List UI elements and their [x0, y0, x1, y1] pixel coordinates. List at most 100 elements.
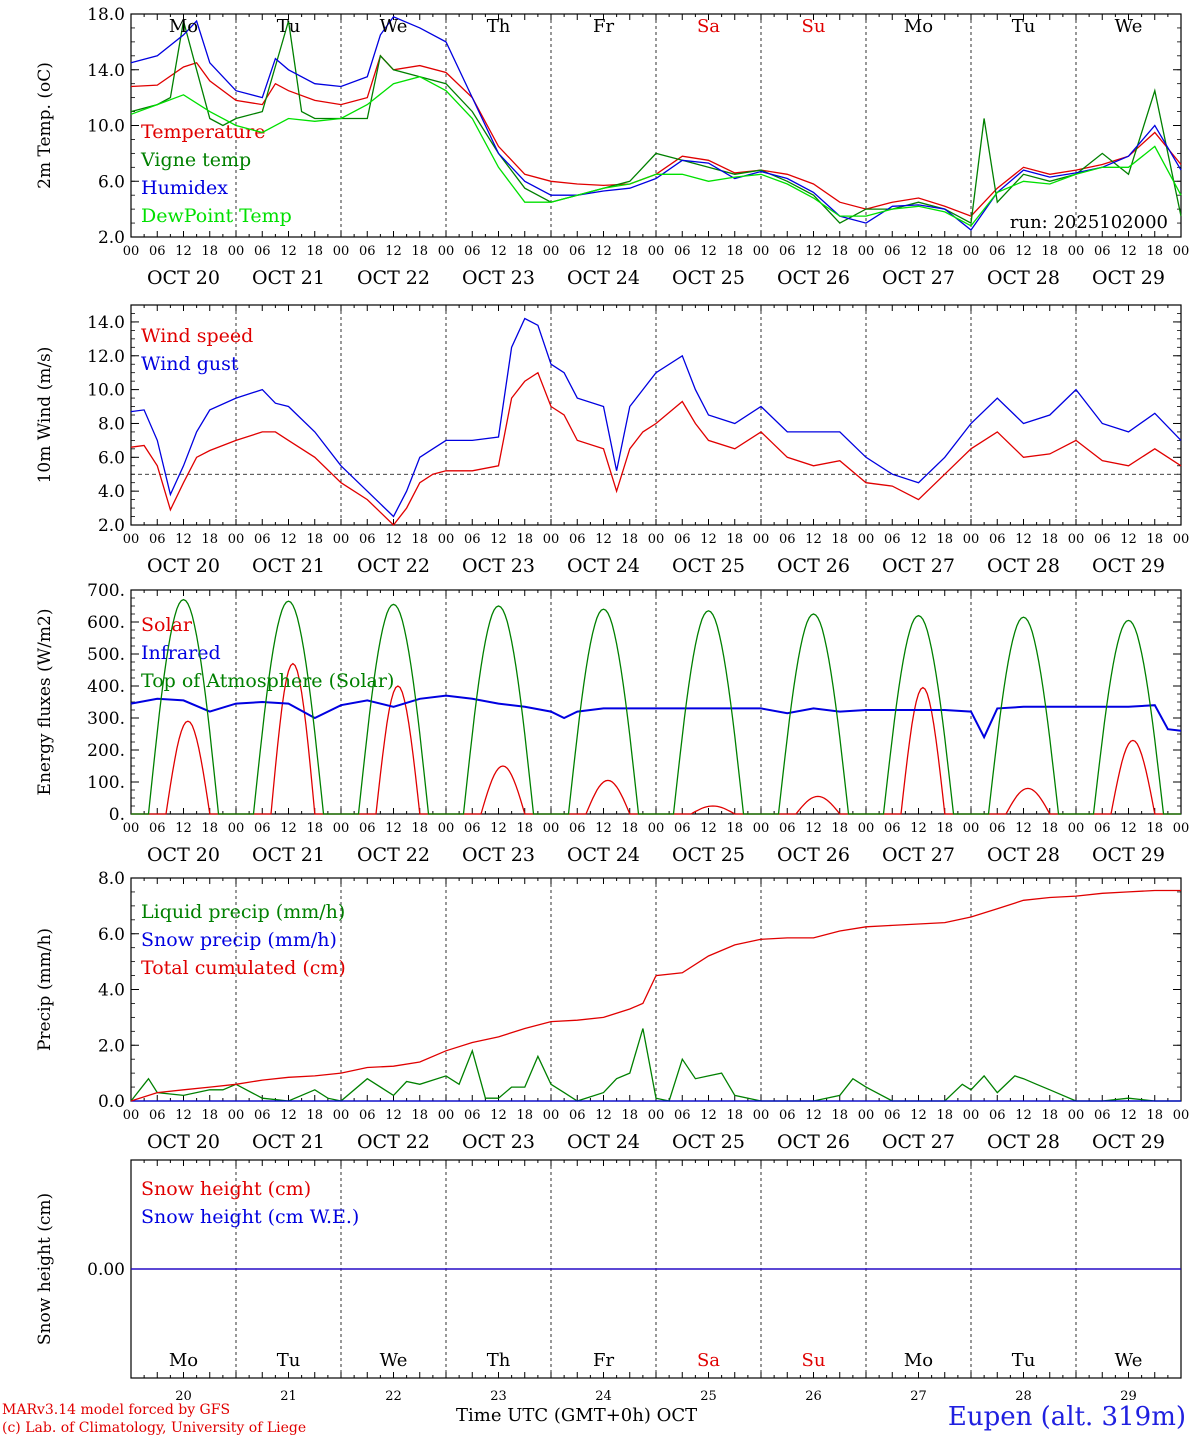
hour-tick-label: 00 [543, 532, 560, 547]
legend-entry: Wind speed [141, 325, 253, 347]
y-tick-label: 2.0 [98, 516, 125, 536]
y-tick-label: 4.0 [98, 981, 125, 1001]
day-name: Mo [904, 1350, 933, 1371]
day-name: Su [802, 1350, 826, 1371]
date-label: OCT 21 [252, 555, 325, 577]
y-tick-label: 18.0 [87, 5, 125, 25]
hour-tick-label: 18 [201, 244, 218, 259]
hour-tick-label: 12 [805, 1108, 822, 1123]
series-line [130, 317, 1182, 518]
date-label: OCT 29 [1092, 844, 1165, 866]
day-name: Su [802, 16, 826, 37]
hour-tick-label: 06 [674, 244, 691, 259]
y-tick-label: 8.0 [98, 414, 125, 434]
y-tick-label: 200. [87, 741, 125, 761]
date-label: OCT 24 [567, 267, 640, 289]
hour-tick-label: 12 [175, 532, 192, 547]
date-label: OCT 23 [462, 1131, 535, 1153]
hour-tick-label: 00 [648, 821, 665, 836]
hour-tick-label: 06 [254, 244, 271, 259]
hour-tick-label: 12 [910, 821, 927, 836]
hour-tick-label: 06 [989, 532, 1006, 547]
hour-tick-label: 18 [1041, 1108, 1058, 1123]
hour-tick-label: 18 [1041, 244, 1058, 259]
panel-precip: 0.0 2.0 4.0 6.0 8.0 Precip (mm/h) Liquid preci… [35, 869, 1189, 1153]
date-label: OCT 29 [1092, 555, 1165, 577]
date-label: OCT 25 [672, 267, 745, 289]
date-label: OCT 28 [987, 555, 1060, 577]
hour-tick-label: 12 [910, 1108, 927, 1123]
hour-tick-label: 12 [1120, 821, 1137, 836]
hour-tick-label: 00 [438, 1108, 455, 1123]
y-tick-label: 700. [87, 581, 125, 601]
hour-tick-label: 18 [726, 532, 743, 547]
date-label: OCT 22 [357, 844, 430, 866]
hour-tick-label: 12 [595, 1108, 612, 1123]
legend-entry: Temperature [141, 121, 265, 143]
hour-tick-label: 00 [228, 821, 245, 836]
panel-temp: 2.0 6.0 10.0 14.0 18.0 2m Temp. (oC) Temperatu… [35, 5, 1189, 289]
legend-entry: DewPoint Temp [141, 205, 292, 227]
day-name: Th [487, 1350, 511, 1371]
day-number: 27 [910, 1389, 927, 1404]
day-number: 24 [595, 1389, 612, 1404]
y-axis-label: 2m Temp. (oC) [35, 62, 55, 189]
day-name: Th [487, 16, 511, 37]
hour-tick-label: 06 [779, 1108, 796, 1123]
hour-tick-label: 00 [963, 1108, 980, 1123]
hour-tick-label: 12 [700, 244, 717, 259]
hour-tick-label: 18 [201, 821, 218, 836]
hour-tick-label: 00 [753, 244, 770, 259]
day-number: 25 [700, 1389, 717, 1404]
hour-tick-label: 06 [569, 532, 586, 547]
hour-tick-label: 18 [831, 821, 848, 836]
date-label: OCT 21 [252, 844, 325, 866]
date-label: OCT 27 [882, 844, 955, 866]
date-label: OCT 20 [147, 1131, 220, 1153]
date-label: OCT 26 [777, 267, 850, 289]
day-number: 22 [385, 1389, 402, 1404]
lab-credit: (c) Lab. of Climatology, University of L… [2, 1420, 307, 1436]
date-label: OCT 25 [672, 844, 745, 866]
hour-tick-label: 00 [333, 244, 350, 259]
hour-tick-label: 18 [411, 244, 428, 259]
day-name: Mo [169, 1350, 198, 1371]
hour-tick-label: 18 [411, 532, 428, 547]
y-tick-label: 6.0 [98, 172, 125, 192]
hour-tick-label: 18 [936, 821, 953, 836]
hour-tick-label: 12 [700, 1108, 717, 1123]
legend-entry: Snow precip (mm/h) [141, 929, 337, 951]
y-tick-label: 100. [87, 773, 125, 793]
day-number: 26 [805, 1389, 822, 1404]
series-line [130, 76, 1182, 227]
hour-tick-label: 00 [123, 1108, 140, 1123]
date-label: OCT 23 [462, 267, 535, 289]
hour-tick-label: 18 [516, 1108, 533, 1123]
time-utc-label: Time UTC (GMT+0h) [456, 1405, 651, 1426]
y-axis-label: 10m Wind (m/s) [35, 347, 55, 484]
date-label: OCT 22 [357, 267, 430, 289]
hour-tick-label: 06 [359, 244, 376, 259]
hour-tick-label: 06 [1094, 821, 1111, 836]
hour-tick-label: 00 [1173, 821, 1190, 836]
hour-tick-label: 00 [1173, 1108, 1190, 1123]
y-tick-label: 10.0 [87, 381, 125, 401]
date-label: OCT 25 [672, 1131, 745, 1153]
hour-tick-label: 12 [1120, 532, 1137, 547]
hour-tick-label: 06 [464, 244, 481, 259]
hour-tick-label: 12 [280, 532, 297, 547]
hour-tick-label: 12 [490, 244, 507, 259]
hour-tick-label: 00 [1173, 532, 1190, 547]
day-name: Mo [169, 16, 198, 37]
y-tick-label: 0. [109, 805, 125, 825]
hour-tick-label: 12 [385, 821, 402, 836]
hour-tick-label: 00 [1173, 244, 1190, 259]
day-number: 20 [175, 1389, 192, 1404]
hour-tick-label: 06 [359, 1108, 376, 1123]
hour-tick-label: 00 [1068, 532, 1085, 547]
date-label: OCT 20 [147, 844, 220, 866]
hour-tick-label: 06 [884, 1108, 901, 1123]
y-tick-label: 500. [87, 645, 125, 665]
legend-entry: Total cumulated (cm) [141, 957, 346, 979]
